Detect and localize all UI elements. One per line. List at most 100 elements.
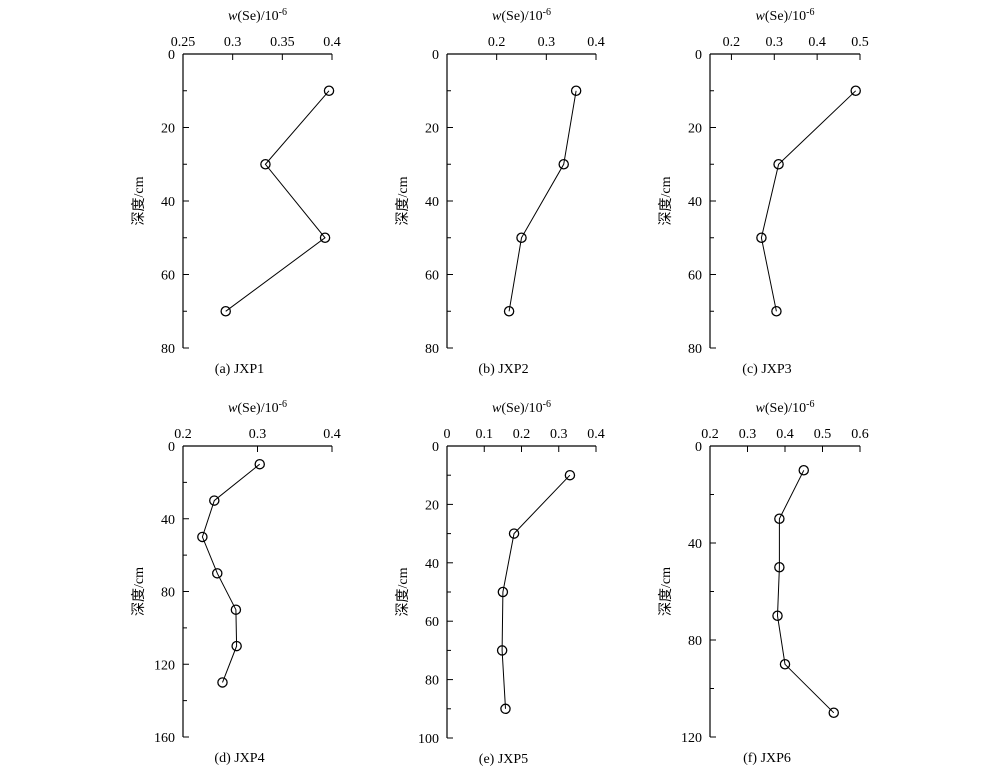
y-tick-label: 160 (154, 731, 175, 746)
data-point (230, 604, 242, 615)
x-tick-label: 0.6 (851, 427, 869, 442)
y-axis-title: 深度/cm (131, 567, 147, 616)
x-tick-label: 0.3 (538, 35, 556, 50)
data-point (508, 528, 520, 539)
y-tick-label: 20 (161, 122, 175, 137)
x-tick-label: 0.3 (766, 35, 784, 50)
x-tick-label: 0.5 (814, 427, 832, 442)
data-point (496, 645, 508, 656)
y-tick-label: 40 (161, 195, 175, 210)
y-axis-title: 深度/cm (131, 176, 147, 225)
x-tick-label: 0.2 (701, 427, 719, 442)
y-tick-label: 60 (688, 269, 702, 284)
y-tick-label: 80 (688, 634, 702, 649)
data-point (197, 531, 208, 543)
x-tick-label: 0.4 (808, 35, 826, 50)
y-tick-label: 80 (161, 342, 175, 357)
data-point (570, 85, 582, 97)
x-tick-label: 0.4 (587, 35, 605, 50)
y-tick-label: 20 (425, 122, 439, 137)
panel-caption: (a) JXP1 (215, 362, 264, 377)
data-point (231, 640, 242, 652)
x-axis-title: w(Se)/10-6 (228, 399, 287, 417)
y-tick-label: 60 (425, 615, 439, 630)
y-tick-label: 40 (688, 537, 702, 552)
x-tick-label: 0.1 (476, 427, 494, 442)
panel-caption: (b) JXP2 (478, 362, 528, 377)
y-tick-label: 80 (688, 342, 702, 357)
y-tick-label: 40 (425, 557, 439, 572)
data-point (772, 610, 783, 622)
data-point (260, 158, 271, 170)
x-tick-label: 0.2 (723, 35, 741, 50)
y-tick-label: 100 (418, 732, 439, 747)
panel-caption: (c) JXP3 (742, 362, 791, 377)
x-tick-label: 0.4 (776, 427, 794, 442)
data-point (209, 495, 220, 506)
panel-caption: (d) JXP4 (214, 751, 264, 766)
y-axis-title: 深度/cm (658, 176, 674, 225)
y-axis-title: 深度/cm (395, 176, 411, 225)
panel-6: 0.2 0.3 0.4 0.5 0.6 0 40 80 120 w(Se)/10-6 深度/cm (f… (658, 399, 869, 767)
y-tick-label: 120 (681, 731, 702, 746)
panel-caption: (e) JXP5 (479, 752, 528, 767)
series-line (508, 90, 577, 312)
panel-4: 0.2 0.3 0.4 0 40 80 120 160 w(Se)/10-6 深度/cm (d) J… (131, 399, 341, 767)
series-line (760, 90, 857, 312)
data-point (217, 677, 228, 688)
y-tick-label: 0 (432, 440, 439, 455)
panel-3: 0.2 0.3 0.4 0.5 0 20 40 60 80 w(Se)/10-6 深度/cm (c) … (658, 7, 869, 378)
x-tick-label: 0.5 (851, 35, 869, 50)
y-tick-label: 120 (154, 658, 175, 673)
x-tick-label: 0.25 (171, 35, 196, 50)
y-tick-label: 0 (168, 48, 175, 63)
series-line (201, 463, 261, 683)
x-tick-label: 0.3 (249, 427, 267, 442)
data-point (756, 232, 767, 243)
x-tick-label: 0.35 (270, 35, 295, 50)
y-tick-label: 60 (161, 269, 175, 284)
x-tick-label: 0 (444, 427, 451, 442)
panel-caption: (f) JXP6 (743, 751, 791, 766)
x-tick-label: 0.2 (488, 35, 506, 50)
y-tick-label: 0 (168, 440, 175, 455)
series-line (225, 90, 330, 312)
y-tick-label: 20 (688, 122, 702, 137)
y-tick-label: 20 (425, 498, 439, 513)
x-axis-title: w(Se)/10-6 (492, 399, 551, 417)
series-line (776, 470, 835, 714)
data-point (774, 562, 785, 573)
y-tick-label: 80 (161, 586, 175, 601)
series-line (501, 474, 571, 709)
data-point (254, 458, 265, 470)
y-tick-label: 60 (425, 269, 439, 284)
data-point (323, 85, 335, 97)
data-point (503, 305, 515, 317)
data-point (497, 586, 509, 598)
x-tick-label: 0.4 (323, 35, 341, 50)
data-point (771, 305, 782, 317)
y-tick-label: 40 (688, 195, 702, 210)
data-point (779, 659, 791, 670)
x-tick-label: 0.4 (587, 427, 605, 442)
x-axis-title: w(Se)/10-6 (756, 399, 815, 417)
x-axis-title: w(Se)/10-6 (756, 7, 815, 25)
x-axis-title: w(Se)/10-6 (228, 7, 287, 25)
y-tick-label: 80 (425, 342, 439, 357)
x-tick-label: 0.3 (224, 35, 242, 50)
data-point (828, 707, 840, 719)
x-axis-title: w(Se)/10-6 (492, 7, 551, 25)
y-tick-label: 0 (432, 48, 439, 63)
data-point (516, 232, 527, 243)
data-point (564, 469, 576, 481)
y-tick-label: 0 (695, 48, 702, 63)
x-tick-label: 0.2 (513, 427, 531, 442)
y-axis-title: 深度/cm (658, 567, 674, 616)
y-tick-label: 40 (161, 513, 175, 528)
data-point (220, 305, 231, 317)
x-tick-label: 0.2 (174, 427, 192, 442)
x-tick-label: 0.3 (550, 427, 568, 442)
data-point (798, 464, 810, 476)
x-tick-label: 0.3 (739, 427, 757, 442)
